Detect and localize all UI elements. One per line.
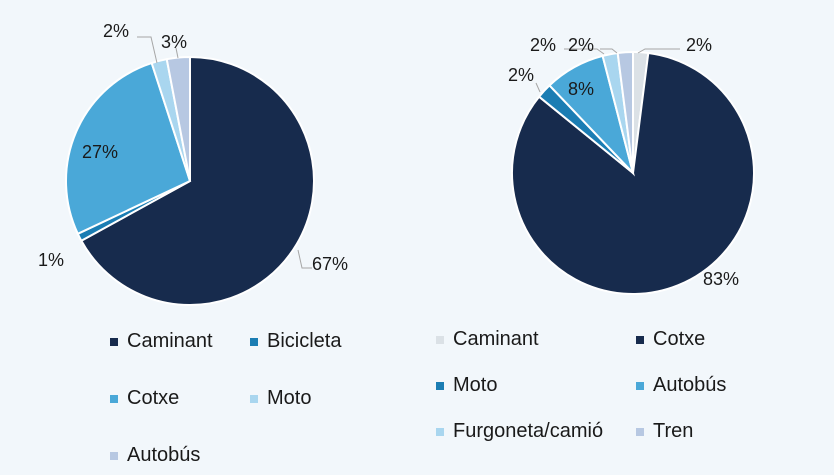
legend-label: Cotxe xyxy=(653,328,706,350)
legend-label: Bicicleta xyxy=(267,330,342,352)
leader-line-moto xyxy=(535,82,541,93)
legend-swatch xyxy=(436,381,444,390)
legend-label: Cotxe xyxy=(127,387,180,409)
leader-line-tren xyxy=(600,48,618,54)
data-label-bicicleta: 1% xyxy=(38,250,64,270)
legend-label: Moto xyxy=(267,387,312,409)
legend-item-caminant: Caminant xyxy=(436,328,539,351)
legend-swatch xyxy=(250,337,258,346)
pie-chart-left: 67% 1% 27% 2% 3% xyxy=(38,21,348,306)
legend-swatch xyxy=(110,337,118,346)
leader-line-caminant xyxy=(637,48,680,54)
pie-slice-cotxe xyxy=(65,61,192,236)
data-label-moto: 2% xyxy=(508,65,534,85)
legend-item-caminant: Caminant xyxy=(110,330,213,353)
data-label-autobus: 3% xyxy=(161,32,187,52)
pie-slice-tren xyxy=(616,50,634,174)
data-label-caminant: 2% xyxy=(686,35,712,55)
legend-swatch xyxy=(250,394,258,403)
legend-swatch xyxy=(436,427,444,436)
legend-swatch xyxy=(636,381,644,390)
leader-line-moto xyxy=(137,36,158,64)
data-label-moto: 2% xyxy=(103,21,129,41)
leader-line-autobus xyxy=(175,47,179,59)
legend-swatch xyxy=(110,394,118,403)
legend-label: Tren xyxy=(653,420,694,442)
legend-item-autobus: Autobús xyxy=(636,374,726,397)
legend-item-moto: Moto xyxy=(436,374,497,397)
legend-swatch xyxy=(636,427,644,436)
legend-label: Autobús xyxy=(653,374,727,396)
pie-chart-right: 2% 83% 2% 8% 2% 2% xyxy=(508,35,755,295)
legend-swatch xyxy=(636,335,644,344)
legend-swatch xyxy=(436,335,444,344)
data-label-tren: 2% xyxy=(568,35,594,55)
legend-item-moto: Moto xyxy=(250,387,311,410)
legend-label: Caminant xyxy=(127,330,213,352)
data-label-furgoneta-camio: 2% xyxy=(530,35,556,55)
pie-slice-caminant xyxy=(79,55,315,306)
legend-item-autobus: Autobús xyxy=(110,444,200,467)
leader-line-caminant xyxy=(297,249,312,269)
legend-label: Autobús xyxy=(127,444,201,466)
legend-label: Furgoneta/camió xyxy=(453,420,604,442)
legend-item-tren: Tren xyxy=(636,420,693,443)
legend-item-cotxe: Cotxe xyxy=(110,387,179,410)
data-label-autobus: 8% xyxy=(568,79,594,99)
data-label-caminant: 67% xyxy=(312,254,348,274)
legend-item-furgoneta-camio: Furgoneta/camió xyxy=(436,420,603,443)
legend-label: Caminant xyxy=(453,328,539,350)
leader-line-furgoneta-camio xyxy=(564,48,605,55)
data-label-cotxe: 83% xyxy=(703,269,739,289)
legend-item-cotxe: Cotxe xyxy=(636,328,705,351)
legend-swatch xyxy=(110,451,118,460)
legend-item-bicicleta: Bicicleta xyxy=(250,330,341,353)
data-label-cotxe: 27% xyxy=(82,142,118,162)
legend-label: Moto xyxy=(453,374,498,396)
